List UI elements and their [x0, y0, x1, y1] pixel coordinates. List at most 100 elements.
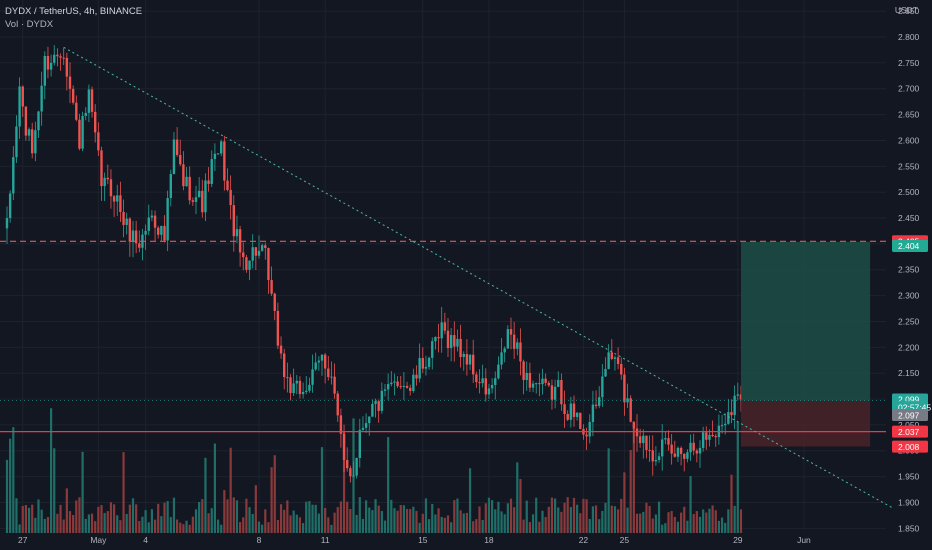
- volume-bar: [739, 509, 743, 533]
- candle-body: [314, 362, 317, 370]
- candle-body: [733, 395, 736, 416]
- symbol-title[interactable]: DYDX / TetherUS, 4h, BINANCE: [5, 6, 143, 17]
- candle-body: [689, 442, 692, 453]
- volume-bar: [286, 500, 289, 533]
- y-tick-label: 2.450: [898, 213, 920, 223]
- volume-bar: [393, 508, 396, 533]
- volume-bar: [506, 503, 509, 533]
- volume-bar: [150, 509, 153, 533]
- candle-body: [75, 102, 78, 120]
- price-label-bg: [892, 239, 928, 252]
- volume-bar: [714, 510, 717, 533]
- volume-bar: [18, 524, 21, 533]
- candle-body: [84, 112, 87, 116]
- x-tick-label: 8: [257, 535, 262, 545]
- candle-body: [368, 416, 371, 424]
- candle-body: [81, 115, 84, 149]
- candle-body: [134, 230, 138, 244]
- candle-body: [273, 293, 276, 311]
- candle-body: [27, 129, 31, 136]
- candle-body: [53, 54, 56, 63]
- volume-bar: [639, 513, 642, 533]
- volume-bar: [116, 515, 119, 533]
- volume-bar: [503, 514, 506, 533]
- candle-body: [569, 403, 573, 420]
- volume-bar: [34, 517, 37, 533]
- volume-bar: [519, 478, 522, 533]
- volume-bar: [210, 508, 213, 533]
- y-tick-label: 2.350: [898, 265, 920, 275]
- volume-bar: [399, 505, 402, 533]
- volume-bar: [591, 506, 594, 533]
- candle-body: [301, 391, 305, 395]
- y-tick-label: 2.250: [898, 316, 920, 326]
- candle-body: [201, 190, 204, 213]
- volume-bar: [487, 497, 491, 533]
- candle-body: [232, 205, 235, 237]
- volume-bar: [547, 506, 550, 533]
- volume-bar: [109, 502, 113, 533]
- volume-bar: [320, 447, 324, 533]
- candle-body: [695, 450, 699, 454]
- volume-bar: [440, 516, 443, 533]
- volume-bar: [610, 505, 613, 533]
- candle-body: [431, 341, 434, 358]
- candle-body: [336, 393, 339, 416]
- candle-body: [531, 383, 535, 388]
- volume-bar: [472, 521, 475, 533]
- volume-bar: [27, 507, 31, 533]
- candle-body: [575, 412, 579, 417]
- candle-body: [440, 322, 443, 339]
- volume-label[interactable]: Vol · DYDX: [5, 19, 54, 30]
- candle-body: [607, 352, 610, 370]
- volume-bar: [516, 462, 519, 533]
- candle-body: [179, 154, 182, 165]
- candle-body: [579, 412, 582, 429]
- candle-body: [327, 368, 330, 377]
- candle-body: [670, 444, 673, 454]
- candle-body: [711, 434, 714, 437]
- candle-body: [352, 475, 355, 477]
- candle-body: [245, 257, 248, 270]
- candle-body: [251, 247, 254, 261]
- volume-bar: [623, 472, 626, 533]
- candle-body: [506, 329, 510, 349]
- candle-body: [333, 376, 336, 394]
- candle-body: [434, 337, 437, 342]
- volume-bar: [40, 509, 43, 533]
- candle-body: [330, 376, 333, 378]
- volume-bar: [84, 518, 87, 533]
- candle-body: [204, 180, 207, 213]
- candle-body: [620, 363, 623, 375]
- volume-bar: [324, 507, 327, 533]
- candle-body: [393, 381, 396, 383]
- volume-bar: [654, 514, 657, 533]
- candle-body: [409, 387, 412, 391]
- volume-bar: [582, 498, 585, 533]
- candle-body: [100, 150, 103, 187]
- volume-bar: [21, 505, 24, 533]
- x-tick-label: May: [90, 535, 107, 545]
- candle-body: [664, 438, 667, 440]
- candle-body: [563, 404, 566, 415]
- volume-bar: [106, 511, 109, 533]
- volume-bar: [566, 497, 569, 533]
- volume-bar: [172, 497, 176, 533]
- volume-bar: [12, 427, 15, 533]
- volume-bar: [182, 524, 185, 533]
- volume-bar: [100, 505, 103, 533]
- volume-bar: [119, 520, 122, 533]
- volume-bar: [494, 509, 497, 533]
- candle-body: [298, 380, 302, 395]
- volume-bar: [53, 448, 56, 533]
- candle-body: [56, 54, 59, 57]
- volume-bar: [380, 510, 383, 533]
- candle-body: [418, 358, 421, 379]
- candle-body: [194, 197, 198, 202]
- volume-bar: [607, 448, 610, 533]
- volume-bar: [62, 519, 65, 533]
- volume-bar: [188, 524, 191, 533]
- y-tick-label: 2.850: [898, 6, 920, 16]
- volume-bar: [248, 507, 251, 533]
